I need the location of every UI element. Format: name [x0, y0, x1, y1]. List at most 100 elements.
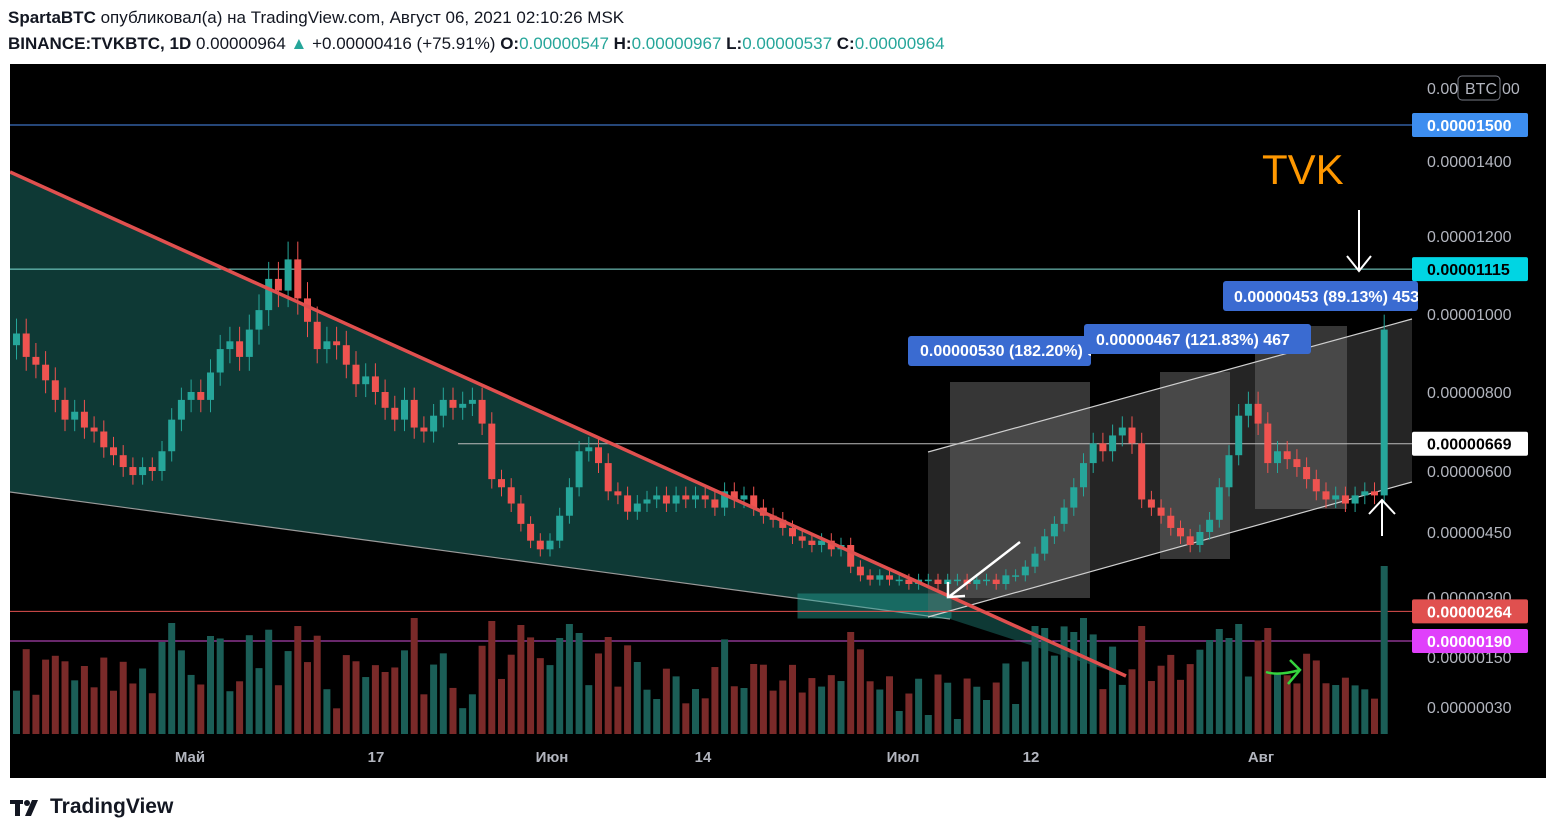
candle-body — [1371, 491, 1378, 496]
candle-body — [565, 487, 573, 516]
volume-bar — [391, 667, 399, 734]
price-line-label-text: 0.00000190 — [1427, 634, 1512, 651]
candle-body — [71, 411, 79, 420]
candle-body — [226, 341, 234, 350]
volume-bar — [498, 678, 505, 734]
volume-bar — [1206, 640, 1214, 734]
white-arrow-icon — [946, 541, 1021, 599]
trendline-red[interactable] — [10, 170, 1127, 678]
volume-bar — [478, 645, 486, 734]
volume-bar — [284, 651, 292, 734]
volume-bar — [61, 661, 69, 734]
candle-body — [1118, 427, 1126, 436]
candle-body — [129, 467, 137, 476]
low-value: 0.00000537 — [742, 34, 833, 53]
price-change: +0.00000416 (+75.91%) — [312, 34, 496, 53]
candle-body — [478, 399, 486, 424]
candle-body — [187, 392, 195, 400]
volume-bar — [274, 685, 282, 734]
volume-bar — [837, 681, 845, 734]
candle-body — [643, 499, 651, 504]
volume-bar — [139, 668, 147, 734]
time-tick: Май — [175, 749, 205, 766]
candle-body — [148, 467, 156, 471]
volume-bar — [255, 668, 263, 734]
brand-name: TradingView — [50, 795, 174, 818]
candle-body — [1235, 415, 1243, 456]
candle-body — [944, 579, 952, 584]
candle-body — [177, 399, 185, 420]
candle-body — [284, 259, 292, 291]
currency-badge[interactable]: BTC — [1457, 75, 1501, 101]
candle-body — [924, 579, 932, 582]
chart-svg[interactable]: 0.00000530 (182.20%) 530 0.00000467 (121… — [10, 64, 1546, 778]
candle-body — [468, 399, 476, 404]
volume-bar — [1128, 669, 1136, 734]
volume-bar — [1050, 655, 1058, 734]
price-lines — [10, 124, 1412, 642]
measure-label-2[interactable]: 0.00000467 (121.83%) 467 — [1084, 324, 1311, 354]
last-price: 0.00000964 — [195, 34, 286, 53]
volume-bar — [1118, 684, 1126, 734]
volume-bar — [1283, 675, 1291, 734]
measure-label-1[interactable]: 0.00000530 (182.20%) 530 — [908, 336, 1114, 366]
volume-bar — [1225, 638, 1233, 734]
volume-bar — [604, 637, 612, 734]
volume-bar — [42, 659, 50, 734]
author-name[interactable]: SpartaBTC — [8, 8, 96, 27]
time-axis[interactable]: Май 17 Июн 14 Июл 12 Авг — [175, 749, 1274, 766]
candle-body — [1341, 495, 1349, 504]
price-line-label — [1412, 599, 1528, 624]
chart-area[interactable]: 0.00000530 (182.20%) 530 0.00000467 (121… — [10, 64, 1546, 778]
volume-bar — [158, 642, 166, 734]
volume-bar — [1361, 689, 1369, 734]
volume-bar — [672, 676, 680, 734]
candle-body — [51, 380, 59, 400]
volume-bar — [342, 655, 350, 734]
candle-body — [633, 503, 641, 512]
candle-body — [1070, 487, 1078, 508]
volume-bar — [595, 653, 602, 734]
time-tick: Июн — [536, 749, 569, 766]
candle-body — [1167, 515, 1175, 528]
price-line-label — [1412, 629, 1528, 653]
time-tick: 14 — [695, 749, 712, 766]
candle-body — [517, 503, 525, 524]
open-label: O: — [500, 34, 520, 53]
candle-body — [585, 447, 593, 452]
measure-box-3 — [1255, 326, 1347, 509]
candle-body — [1060, 507, 1068, 524]
volume-bar — [177, 650, 185, 734]
candle-body — [80, 411, 88, 428]
price-line-label-text: 0.00001115 — [1427, 262, 1510, 279]
volume-bar — [304, 662, 311, 734]
candle-body — [1254, 403, 1262, 424]
volume-bar — [488, 621, 496, 734]
volume-bar — [468, 694, 476, 734]
volume-bar — [197, 684, 205, 734]
measure-label-3[interactable]: 0.00000453 (89.13%) 453 — [1223, 281, 1419, 311]
candle-body — [32, 356, 40, 365]
candle-body — [439, 399, 447, 416]
channel-upper-line — [927, 318, 1413, 453]
time-tick: Авг — [1248, 749, 1274, 766]
volume-bar — [51, 655, 59, 734]
volume-bar — [527, 637, 535, 734]
candle-body — [488, 423, 496, 480]
volume-bar — [430, 664, 438, 734]
candle-body — [333, 341, 341, 346]
volume-bar — [992, 682, 1000, 734]
volume-bar — [1041, 628, 1049, 734]
tradingview-footer[interactable]: TradingView — [10, 795, 173, 819]
price-tick: 0.00000450 — [1427, 525, 1512, 542]
candle-body — [1361, 491, 1369, 496]
candle-body — [371, 376, 379, 392]
high-value: 0.00000967 — [631, 34, 722, 53]
candle-body — [595, 447, 602, 464]
volume-bar — [915, 678, 923, 734]
candle-body — [13, 333, 20, 346]
volume-bar — [769, 690, 777, 734]
candle-body — [1157, 507, 1165, 516]
volume-bar — [1186, 664, 1194, 734]
candle-body — [168, 419, 176, 452]
